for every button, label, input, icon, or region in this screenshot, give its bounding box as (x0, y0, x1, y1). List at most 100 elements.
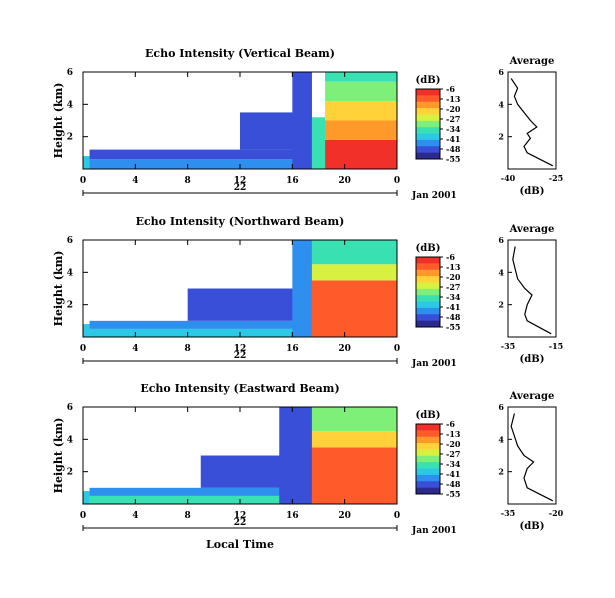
colorbar-swatch (416, 282, 440, 290)
x-tick-label: 4 (132, 344, 138, 354)
y-tick-label: 4 (67, 435, 73, 445)
profile-x-tick-label: -35 (501, 508, 515, 518)
colorbar-tick-label: -13 (446, 429, 461, 439)
profile-y-tick-label: 2 (498, 300, 504, 310)
colorbar-tick-label: -6 (446, 252, 455, 262)
y-axis-label: Height (km) (52, 83, 65, 159)
date-label: Jan 2001 (411, 359, 457, 369)
x-tick-label: 12 (234, 511, 247, 521)
colorbar-swatch (416, 320, 440, 328)
profile-frame (507, 239, 557, 338)
colorbar-tick-label: -34 (446, 292, 461, 302)
echo-cell (325, 72, 397, 82)
colorbar-frame (415, 256, 441, 328)
x-tick-label: 0 (394, 176, 400, 186)
echo-cell (311, 264, 397, 281)
x-tick-label: 0 (394, 344, 400, 354)
x-tick-label: 8 (185, 511, 191, 521)
colorbar-tick-label: -6 (446, 84, 455, 94)
date-label: Jan 2001 (411, 526, 457, 536)
x-tick-label: 16 (286, 511, 299, 521)
date-label: Jan 2001 (411, 191, 457, 201)
colorbar-tick-label: -55 (446, 322, 460, 332)
colorbar-swatch (416, 295, 440, 303)
echo-cell (89, 487, 306, 496)
profile-x-tick-label: -15 (549, 341, 563, 351)
x-tick-label: 20 (338, 344, 351, 354)
colorbar-tick-label: -41 (446, 469, 460, 479)
day-label: 22 (234, 351, 247, 361)
x-tick-label: 12 (234, 176, 247, 186)
echo-cell (89, 495, 306, 504)
y-axis-label: Height (km) (52, 251, 65, 327)
colorbar-tick-label: -55 (446, 489, 460, 499)
y-tick-label: 2 (67, 468, 73, 478)
echo-cell (187, 288, 306, 321)
colorbar-swatch (416, 139, 440, 147)
colorbar-swatch (416, 127, 440, 135)
profile-x-tick-label: -35 (501, 341, 515, 351)
day-label: 22 (234, 183, 247, 193)
colorbar-swatch (416, 263, 440, 271)
profile-title: Average (509, 391, 555, 402)
profile-xlabel: (dB) (520, 521, 545, 532)
profile-xlabel: (dB) (520, 354, 545, 365)
day-label: 22 (234, 518, 247, 528)
echo-cell (89, 328, 306, 337)
colorbar-unit: (dB) (416, 75, 441, 86)
echo-cell (311, 117, 326, 169)
colorbar-swatch (416, 468, 440, 476)
colorbar-tick-label: -34 (446, 459, 461, 469)
colorbar-frame (415, 423, 441, 495)
colorbar-unit: (dB) (416, 410, 441, 421)
colorbar-swatch (416, 120, 440, 128)
colorbar-swatch (416, 474, 440, 482)
colorbar-swatch (416, 424, 440, 431)
colorbar-tick-label: -27 (446, 449, 460, 459)
colorbar-swatch (416, 269, 440, 277)
echo-cell (292, 72, 312, 169)
profile-y-tick-label: 6 (498, 402, 504, 412)
colorbar-tick-label: -20 (446, 439, 461, 449)
panel-title: Echo Intensity (Eastward Beam) (140, 382, 339, 395)
profile-x-tick-label: -20 (549, 508, 564, 518)
colorbar-tick-label: -20 (446, 104, 461, 114)
profile-x-tick-label: -25 (549, 173, 563, 183)
profile-y-tick-label: 4 (498, 267, 504, 277)
x-tick-label: 16 (286, 176, 299, 186)
colorbar-swatch (416, 307, 440, 315)
echo-cell (325, 81, 397, 102)
y-tick-label: 2 (67, 301, 73, 311)
x-tick-label: 4 (132, 176, 138, 186)
colorbar-swatch (416, 257, 440, 264)
profile-line (510, 78, 554, 167)
x-tick-label: 8 (185, 176, 191, 186)
y-tick-label: 2 (67, 133, 73, 143)
colorbar-swatch (416, 487, 440, 495)
x-tick-label: 0 (80, 176, 86, 186)
profile-xlabel: (dB) (520, 186, 545, 197)
echo-cell (311, 280, 397, 337)
colorbar-unit: (dB) (416, 243, 441, 254)
colorbar-swatch (416, 430, 440, 438)
echo-cell (89, 149, 306, 160)
y-tick-label: 6 (67, 403, 73, 413)
colorbar-swatch (416, 114, 440, 122)
colorbar-tick-label: -34 (446, 124, 461, 134)
profile-y-tick-label: 2 (498, 467, 504, 477)
colorbar-swatch (416, 288, 440, 296)
echo-cell (325, 120, 397, 140)
echo-cell (89, 320, 306, 329)
colorbar-tick-label: -27 (446, 114, 460, 124)
x-tick-label: 8 (185, 344, 191, 354)
x-tick-label: 4 (132, 511, 138, 521)
profile-y-tick-label: 2 (498, 132, 504, 142)
colorbar-tick-label: -27 (446, 282, 460, 292)
colorbar-swatch (416, 481, 440, 489)
colorbar-swatch (416, 101, 440, 109)
echo-cell (83, 491, 90, 504)
colorbar-tick-label: -6 (446, 419, 455, 429)
x-tick-label: 12 (234, 344, 247, 354)
panel-2: Echo Intensity (Eastward Beam)642Height … (52, 382, 564, 536)
